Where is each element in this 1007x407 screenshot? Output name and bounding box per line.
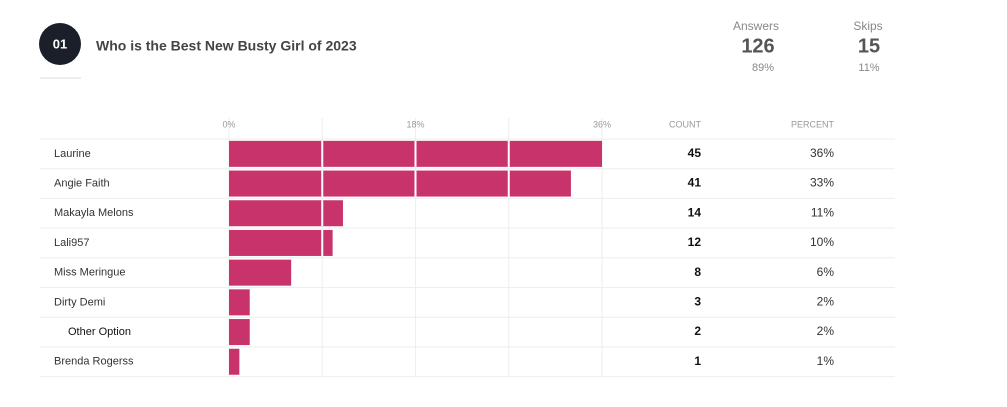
x-tick-label: 36%: [593, 119, 611, 129]
stat-label: Answers: [733, 19, 779, 33]
stat-label: Skips: [853, 19, 882, 33]
category-label: Other Option: [68, 326, 131, 338]
category-label: Miss Meringue: [54, 267, 126, 279]
bar: [229, 170, 571, 197]
percent: 2%: [817, 295, 835, 309]
bar: [229, 319, 250, 346]
x-tick-label: 18%: [406, 119, 424, 129]
stat-percent: 11%: [858, 62, 879, 74]
category-label: Lali957: [54, 237, 89, 249]
count: 14: [688, 205, 702, 219]
percent: 11%: [811, 205, 834, 219]
stat-value: 15: [858, 35, 880, 57]
question-badge: [39, 23, 81, 65]
bar: [229, 289, 250, 316]
count: 1: [694, 354, 701, 368]
bar: [229, 200, 343, 227]
question-title: Who is the Best New Busty Girl of 2023: [96, 38, 357, 54]
count: 8: [694, 265, 701, 279]
stats: Answers 126 89% Skips 15 11%: [733, 19, 883, 74]
category-label: Makayla Melons: [54, 207, 134, 219]
bar: [229, 259, 292, 286]
percent: 33%: [810, 176, 834, 190]
column-header: PERCENT: [791, 119, 835, 129]
category-label: Angie Faith: [54, 177, 110, 189]
count: 12: [688, 235, 702, 249]
bar: [229, 229, 333, 256]
count: 41: [688, 176, 702, 190]
count: 45: [688, 146, 702, 160]
stat-value: 126: [741, 35, 774, 57]
percent: 10%: [810, 235, 834, 249]
percent: 6%: [817, 265, 835, 279]
question-number: 01: [53, 36, 67, 51]
category-label: Laurine: [54, 148, 91, 160]
category-label: Dirty Demi: [54, 296, 105, 308]
percent: 1%: [817, 354, 835, 368]
bar: [229, 348, 240, 375]
category-label: Brenda Rogerss: [54, 356, 134, 368]
column-header: COUNT: [669, 119, 701, 129]
percent: 36%: [810, 146, 834, 160]
count: 2: [694, 324, 701, 338]
stat-percent: 89%: [752, 62, 774, 74]
count: 3: [694, 295, 701, 309]
x-tick-label: 0%: [222, 119, 235, 129]
percent: 2%: [817, 324, 835, 338]
